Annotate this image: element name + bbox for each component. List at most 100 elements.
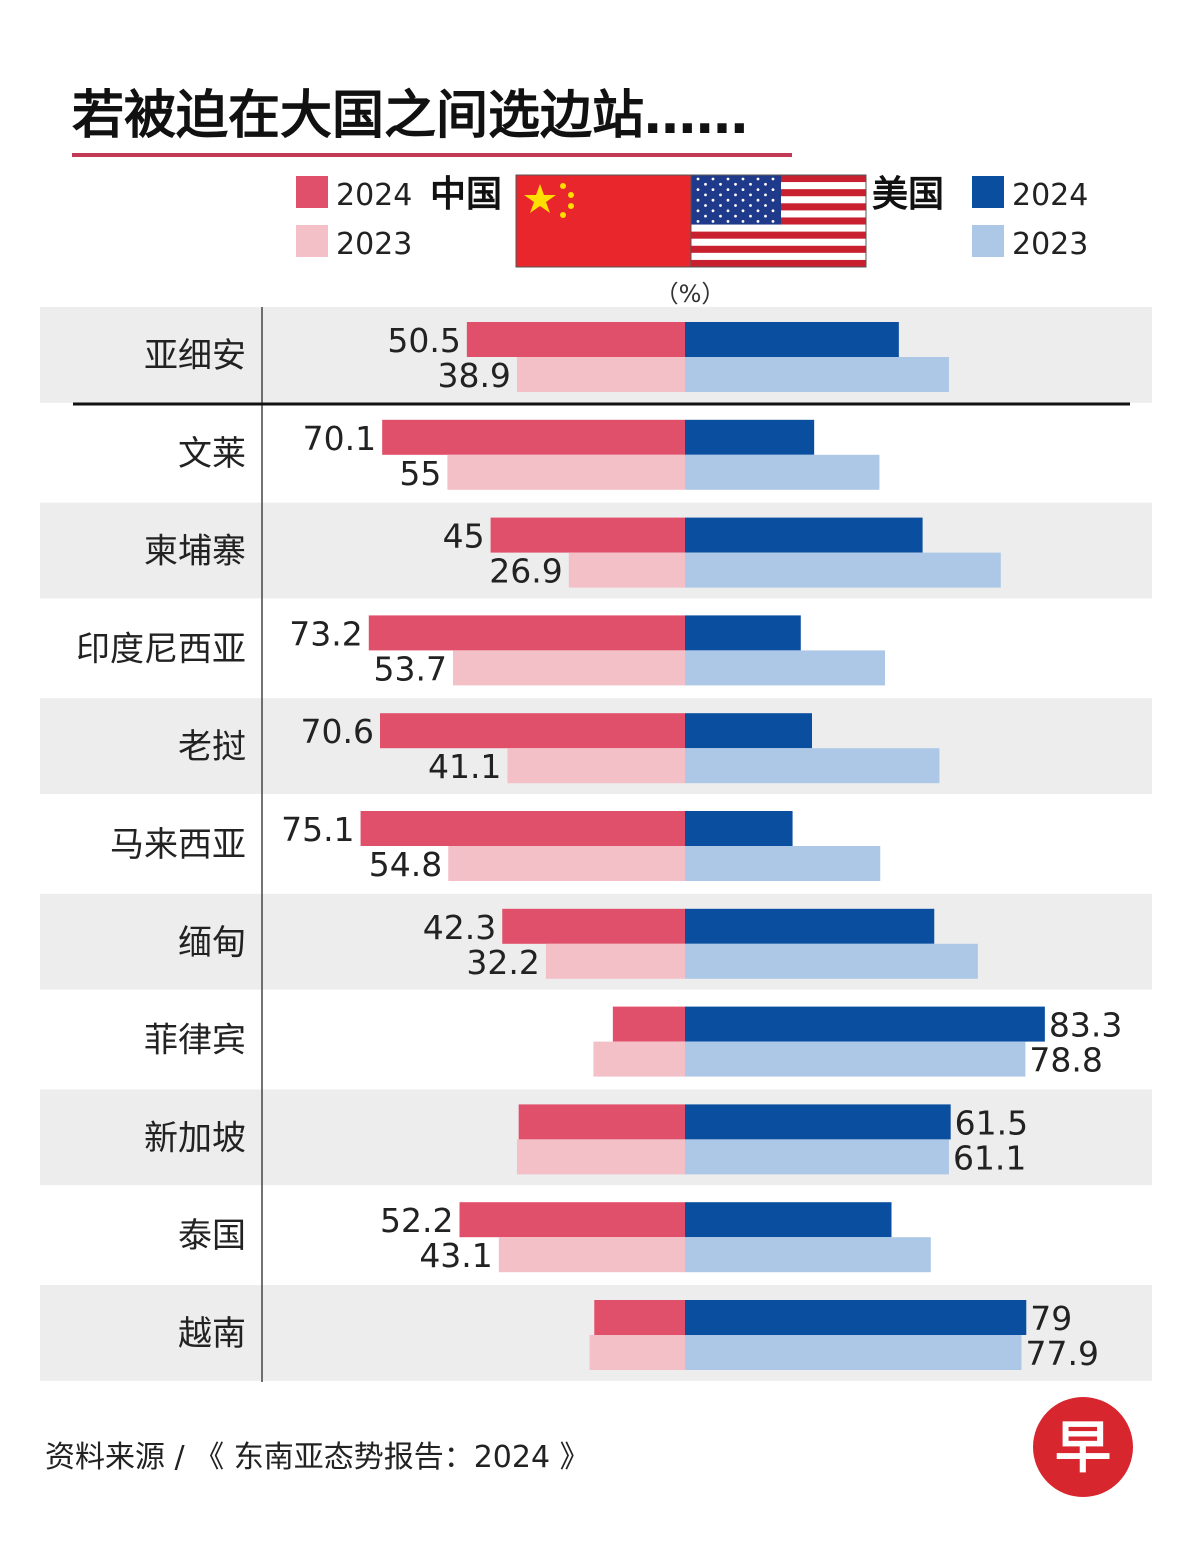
data-label: 83.3 <box>1049 1006 1122 1045</box>
us-2023-bar <box>685 1237 931 1273</box>
legend-swatch-us-2023 <box>972 225 1004 257</box>
china-2023-bar <box>447 454 685 490</box>
data-label: 52.2 <box>380 1201 453 1240</box>
legend-swatch-us-2024 <box>972 176 1004 208</box>
us-2024-bar <box>685 1300 1027 1335</box>
china-flag-icon <box>515 174 692 268</box>
china-2024-bar <box>380 713 685 749</box>
data-label: 70.6 <box>301 712 374 751</box>
us-2023-bar <box>685 1335 1022 1370</box>
data-label: 77.9 <box>1026 1334 1099 1373</box>
row-7: 菲律宾 83.378.8 <box>144 1006 1122 1080</box>
category-label: 亚细安 <box>144 336 246 376</box>
china-2024-bar <box>368 615 685 651</box>
china-2023-bar <box>448 846 685 881</box>
china-2024-bar <box>459 1202 685 1238</box>
data-label: 26.9 <box>489 552 562 591</box>
category-label: 柬埔寨 <box>144 532 246 572</box>
us-2023-bar <box>685 357 949 392</box>
row-9: 泰国 52.243.1 <box>178 1201 931 1275</box>
us-2024-bar <box>685 908 935 944</box>
data-label: 41.1 <box>428 747 501 786</box>
row-5: 马来西亚 75.1 54.8 <box>110 810 881 884</box>
row-1: 文莱 70.1 55 <box>178 419 880 493</box>
data-label: 45 <box>443 517 485 556</box>
legend-label-china-2024: 2024 <box>336 178 412 213</box>
china-2023-bar <box>516 357 685 392</box>
legend-swatch-china-2023 <box>296 225 328 257</box>
legend-label-us-2024: 2024 <box>1012 178 1088 213</box>
category-label: 泰国 <box>178 1216 246 1256</box>
us-2024-bar <box>685 322 899 357</box>
legend-china: 中国 <box>430 174 502 215</box>
china-2023-bar <box>589 1335 685 1370</box>
us-2024-bar <box>685 419 815 455</box>
china-2023-bar <box>593 1041 685 1077</box>
data-label: 73.2 <box>289 614 362 653</box>
category-label: 菲律宾 <box>144 1021 246 1061</box>
china-2024-bar <box>594 1300 685 1335</box>
source-note: 资料来源 / 《 东南亚态势报告：2024 》 <box>45 1440 590 1475</box>
us-2024-bar <box>685 713 813 749</box>
china-2023-bar <box>453 650 685 686</box>
us-2023-bar <box>685 1139 949 1175</box>
us-2024-bar <box>685 1006 1045 1042</box>
china-2023-bar <box>545 943 685 979</box>
legend-us: 美国 <box>872 174 944 215</box>
us-2023-bar <box>685 943 978 979</box>
china-2023-bar <box>516 1139 685 1175</box>
row-6: 缅甸 42.332.2 <box>40 893 1152 990</box>
us-2024-bar <box>685 811 793 846</box>
data-label: 54.8 <box>369 845 442 884</box>
data-label: 75.1 <box>281 810 354 849</box>
data-label: 32.2 <box>466 943 539 982</box>
china-2024-bar <box>502 908 685 944</box>
china-2024-bar <box>466 322 685 357</box>
data-label: 61.1 <box>953 1138 1026 1177</box>
legend-label-us-2023: 2023 <box>1012 227 1088 262</box>
row-4: 老挝 70.6 41.1 <box>40 698 1152 794</box>
china-2024-bar <box>382 419 685 455</box>
us-2024-bar <box>685 517 923 553</box>
us-2023-bar <box>685 1041 1026 1077</box>
china-2023-bar <box>507 748 685 784</box>
china-2023-bar <box>498 1237 685 1273</box>
data-label: 53.7 <box>374 649 447 688</box>
legend-swatch-china-2024 <box>296 176 328 208</box>
legend-label-china-2023: 2023 <box>336 227 412 262</box>
us-2024-bar <box>685 1104 951 1140</box>
us-2023-bar <box>685 846 881 881</box>
category-label: 缅甸 <box>178 923 246 963</box>
data-label: 79 <box>1030 1299 1072 1338</box>
chart-title: 若被迫在大国之间选边站…… <box>72 86 748 146</box>
us-flag-icon <box>690 174 867 268</box>
category-label: 越南 <box>178 1314 246 1354</box>
category-label: 马来西亚 <box>110 825 246 865</box>
row-3: 印度尼西亚 73.2 53.7 <box>76 614 886 688</box>
row-0: 亚细安 50.538.9 <box>40 307 1152 403</box>
us-2024-bar <box>685 1202 892 1238</box>
china-2024-bar <box>518 1104 685 1140</box>
us-2023-bar <box>685 454 880 490</box>
data-label: 43.1 <box>419 1236 492 1275</box>
data-label: 38.9 <box>437 356 510 395</box>
data-label: 61.5 <box>955 1103 1028 1142</box>
category-label: 文莱 <box>178 434 246 474</box>
china-2024-bar <box>360 811 685 846</box>
title-underline <box>72 153 792 157</box>
us-2023-bar <box>685 552 1001 588</box>
data-label: 55 <box>399 454 441 493</box>
zaobao-logo: 早 <box>1033 1397 1133 1497</box>
us-2023-bar <box>685 650 886 686</box>
us-2024-bar <box>685 615 801 651</box>
data-label: 78.8 <box>1029 1041 1102 1080</box>
category-label: 印度尼西亚 <box>76 629 246 669</box>
data-label: 50.5 <box>387 321 460 360</box>
svg-text:早: 早 <box>1055 1416 1111 1481</box>
row-8: 新加坡 61.561.1 <box>40 1089 1152 1186</box>
data-label: 42.3 <box>423 908 496 947</box>
